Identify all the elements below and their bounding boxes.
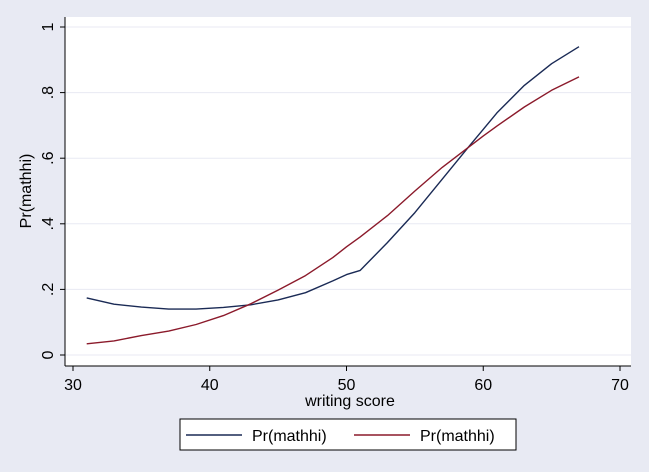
x-tick-label-2: 50 xyxy=(338,377,356,394)
y-axis-title: Pr(mathhi) xyxy=(18,154,35,229)
grid-lines xyxy=(65,26,631,356)
y-tick-label-4: .8 xyxy=(40,86,57,99)
legend-label-2: Pr(mathhi) xyxy=(420,428,495,445)
y-tick-label-3: .6 xyxy=(40,151,57,164)
x-axis: 30 40 50 60 70 xyxy=(64,365,631,394)
series-line-1 xyxy=(86,46,580,310)
x-tick-label-3: 60 xyxy=(474,377,492,394)
plot-area xyxy=(65,17,631,366)
y-tick-label-5: 1 xyxy=(40,22,57,31)
y-tick-label-0: 0 xyxy=(40,350,57,359)
series-line-2 xyxy=(86,76,580,345)
y-axis: 0 .2 .4 .6 .8 1 xyxy=(40,17,66,366)
y-tick-label-1: .2 xyxy=(40,283,57,296)
legend-items: Pr(mathhi) Pr(mathhi) xyxy=(186,428,495,445)
x-tick-label-4: 70 xyxy=(611,377,629,394)
x-tick-label-1: 40 xyxy=(201,377,219,394)
x-tick-label-0: 30 xyxy=(64,377,82,394)
y-tick-label-2: .4 xyxy=(40,217,57,230)
legend: Pr(mathhi) Pr(mathhi) xyxy=(179,418,517,451)
series-lines xyxy=(86,46,580,345)
x-axis-title: writing score xyxy=(304,393,395,410)
legend-label-1: Pr(mathhi) xyxy=(252,428,327,445)
